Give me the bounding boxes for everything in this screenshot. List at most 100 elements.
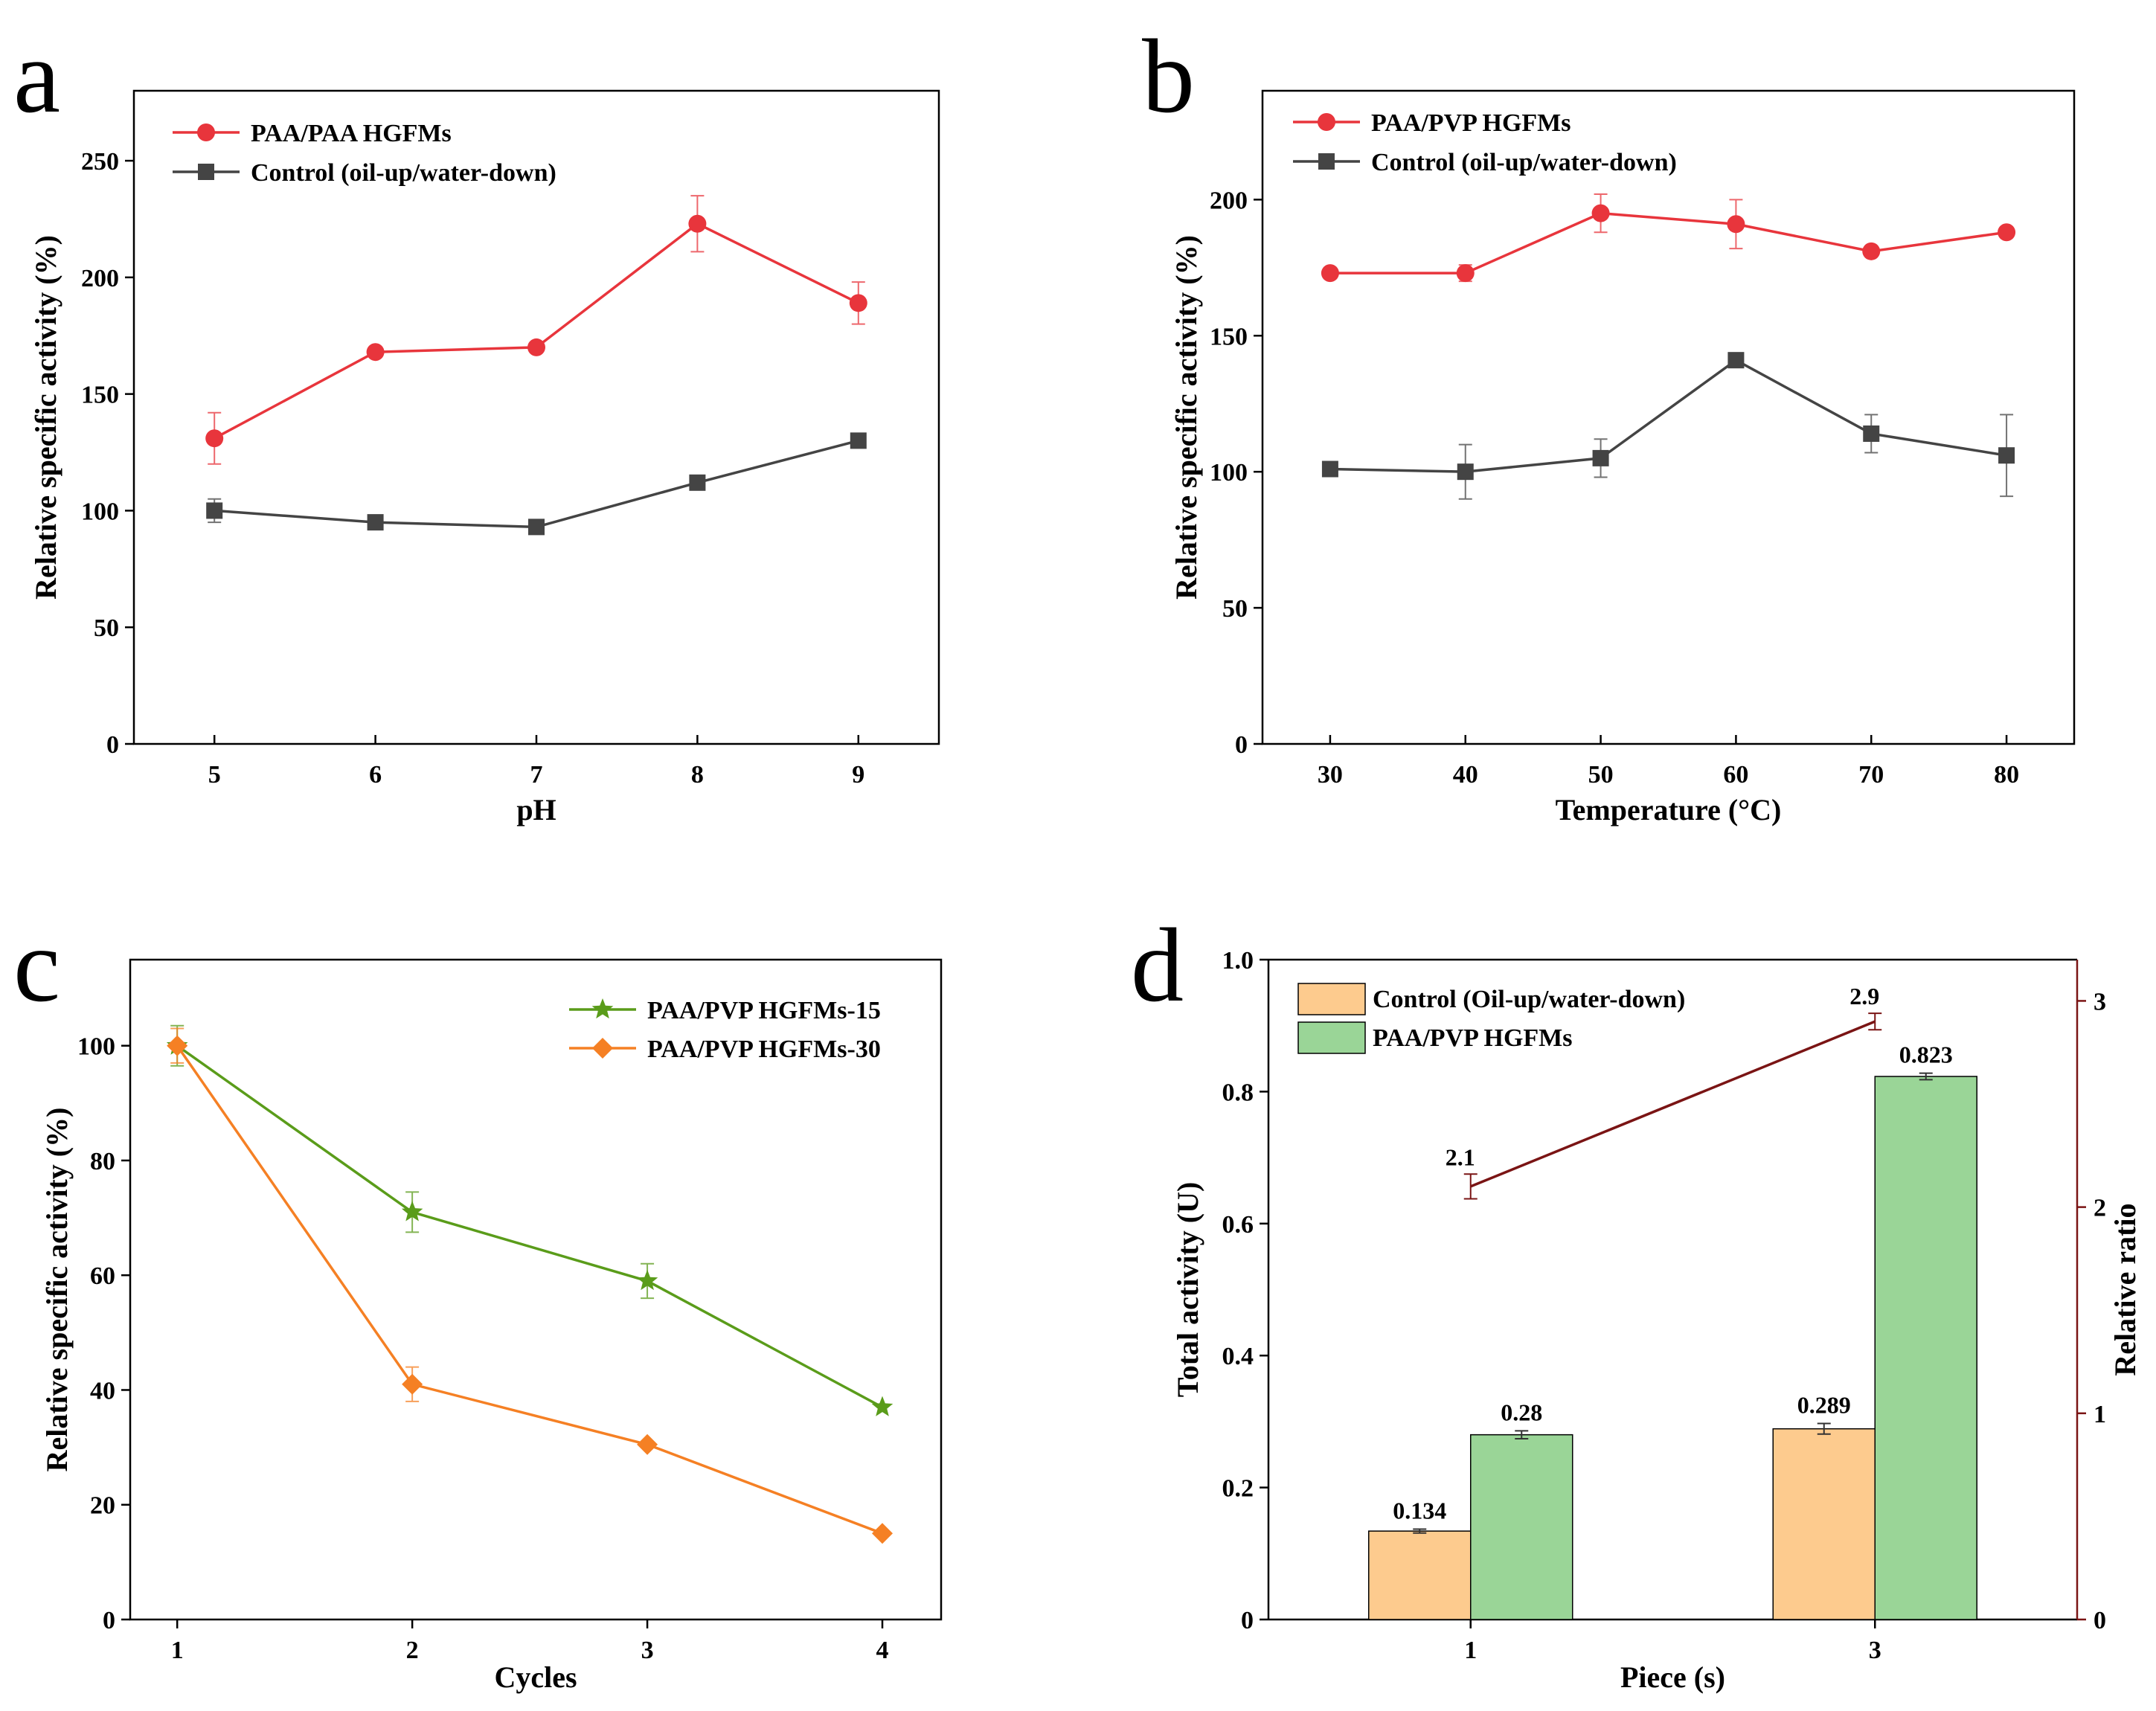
y2-axis-title: Relative ratio: [2108, 1203, 2142, 1375]
data-point: [850, 432, 867, 449]
bar-value-label: 0.28: [1501, 1399, 1542, 1425]
ratio-value-label: 2.1: [1446, 1143, 1475, 1170]
y-tick-label: 0.6: [1222, 1211, 1254, 1239]
y-tick-label: 20: [90, 1492, 115, 1520]
legend-entry: PAA/PAA HGFMs: [173, 120, 452, 147]
legend-marker: [1318, 113, 1335, 131]
y2-tick-label: 0: [2094, 1607, 2106, 1634]
legend-swatch: [1297, 983, 1366, 1015]
legend-label: Control (oil-up/water-down): [1371, 149, 1677, 176]
y-tick-label: 50: [94, 614, 119, 642]
x-axis-title: Temperature (°C): [1556, 793, 1782, 826]
x-axis-title: pH: [516, 793, 556, 826]
x-axis-title: Piece (s): [1620, 1660, 1725, 1694]
y-tick-label: 60: [90, 1262, 115, 1290]
panel-letter-c: c: [13, 906, 60, 1024]
bar: [1772, 1428, 1876, 1620]
y-tick-label: 100: [77, 1033, 115, 1061]
legend-label: Control (oil-up/water-down): [251, 159, 556, 187]
ratio-line: [1470, 1020, 1876, 1188]
y2-tick-label: 2: [2094, 1195, 2106, 1222]
y-tick-label: 100: [81, 498, 119, 525]
series-line: [176, 1044, 883, 1409]
error-bar: [1515, 1430, 1529, 1439]
x-tick-label: 5: [208, 761, 221, 789]
y-tick-label: 40: [90, 1377, 115, 1405]
legend-marker: [592, 1038, 613, 1059]
legend-label: PAA/PVP HGFMs-30: [647, 1036, 881, 1063]
y-tick-label: 0.4: [1222, 1343, 1254, 1370]
x-tick-label: 4: [876, 1637, 889, 1664]
x-tick-label: 8: [691, 761, 704, 789]
data-point: [1457, 463, 1474, 481]
y-tick-label: 1.0: [1222, 947, 1254, 975]
error-bar: [1817, 1422, 1831, 1435]
legend-marker: [591, 998, 614, 1019]
series-line: [1329, 359, 2007, 473]
legend-entry: Control (oil-up/water-down): [173, 159, 556, 187]
bar: [1368, 1530, 1472, 1620]
legend-entry: PAA/PVP HGFMs-15: [569, 997, 881, 1024]
bar: [1874, 1076, 1977, 1620]
error-bar: [1919, 1072, 1933, 1081]
data-point: [1456, 264, 1475, 283]
plot-frame: [129, 958, 943, 1621]
y-tick-label: 0: [106, 731, 119, 759]
panel-letter-b: b: [1142, 17, 1195, 135]
legend-entry: PAA/PVP HGFMs-30: [569, 1036, 881, 1063]
y2-tick-label: 1: [2094, 1401, 2106, 1428]
data-point: [688, 214, 707, 233]
y-tick-label: 100: [1210, 459, 1248, 487]
x-tick-label: 9: [852, 761, 864, 789]
bar-value-label: 0.823: [1899, 1041, 1953, 1068]
data-point: [366, 343, 385, 362]
ratio-value-label: 2.9: [1849, 983, 1879, 1009]
data-point: [402, 1373, 423, 1395]
y-axis-title: Relative specific activity (%): [1170, 235, 1203, 600]
x-tick-label: 7: [530, 761, 543, 789]
ratio-error-bar: [1868, 1012, 1882, 1031]
y-tick-label: 200: [1210, 187, 1248, 214]
bar-value-label: 0.134: [1393, 1497, 1446, 1524]
x-tick-label: 60: [1723, 761, 1748, 789]
data-point: [872, 1523, 893, 1544]
y-tick-label: 150: [81, 382, 119, 409]
plot-frame: [1261, 89, 2076, 745]
x-tick-label: 30: [1318, 761, 1343, 789]
series-line: [1329, 211, 2007, 275]
y-tick-label: 80: [90, 1148, 115, 1175]
bar-series-1: 0.28 0.823: [1470, 1041, 1977, 1620]
data-point: [1592, 449, 1609, 466]
data-point: [1998, 223, 2016, 242]
panel-letter-a: a: [13, 17, 60, 135]
data-point: [1321, 460, 1338, 478]
chart-d-total-activity: 0 0.2 0.4 0.6 0.8 1.0 0 1 2 3 1 3 0.134 0.289 Control …: [1171, 947, 2142, 1694]
legend-label: Control (Oil-up/water-down): [1373, 986, 1685, 1013]
data-point: [528, 519, 545, 536]
legend-entry: PAA/PVP HGFMs: [1293, 109, 1571, 137]
data-point: [367, 514, 384, 531]
series-paa-pvp-hgfms: [1321, 193, 2016, 283]
y-axis-title: Total activity (U): [1171, 1182, 1204, 1398]
legend-label: PAA/PVP HGFMs: [1371, 109, 1571, 137]
panel-letter-d: d: [1131, 906, 1184, 1024]
legend-marker: [198, 164, 214, 180]
x-tick-label: 70: [1858, 761, 1884, 789]
x-tick-label: 2: [406, 1637, 419, 1664]
data-point: [1863, 425, 1880, 442]
y-tick-label: 0: [1235, 731, 1248, 759]
series-control-oil-up-water-down-: [206, 432, 867, 536]
legend-swatch: [1297, 1021, 1366, 1054]
data-point: [849, 294, 867, 312]
x-tick-label: 3: [1869, 1637, 1881, 1664]
y-axis-title: Relative specific activity (%): [29, 235, 62, 600]
x-tick-label: 1: [1464, 1637, 1477, 1664]
data-point: [1727, 215, 1745, 234]
data-point: [636, 1269, 658, 1291]
y2-tick-label: 3: [2094, 988, 2106, 1015]
data-point: [527, 338, 545, 356]
y-tick-label: 150: [1210, 323, 1248, 350]
data-point: [205, 429, 224, 448]
